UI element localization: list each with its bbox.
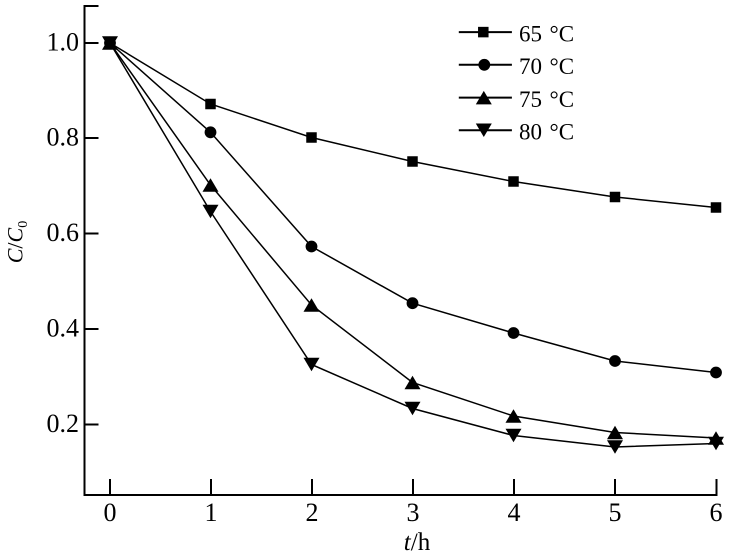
svg-text:C/C0: C/C0 <box>3 221 32 264</box>
svg-text:1.0: 1.0 <box>47 28 80 57</box>
svg-text:0.6: 0.6 <box>47 218 80 247</box>
svg-text:0.4: 0.4 <box>47 314 80 343</box>
svg-text:2: 2 <box>306 498 319 527</box>
svg-text:6: 6 <box>710 498 723 527</box>
svg-text:0.2: 0.2 <box>47 409 80 438</box>
svg-text:1: 1 <box>205 498 218 527</box>
svg-text:0.8: 0.8 <box>47 123 80 152</box>
svg-text:0: 0 <box>104 498 117 527</box>
svg-text:t/h: t/h <box>404 529 431 556</box>
svg-text:3: 3 <box>407 498 420 527</box>
svg-text:4: 4 <box>508 498 521 527</box>
svg-text:5: 5 <box>609 498 622 527</box>
